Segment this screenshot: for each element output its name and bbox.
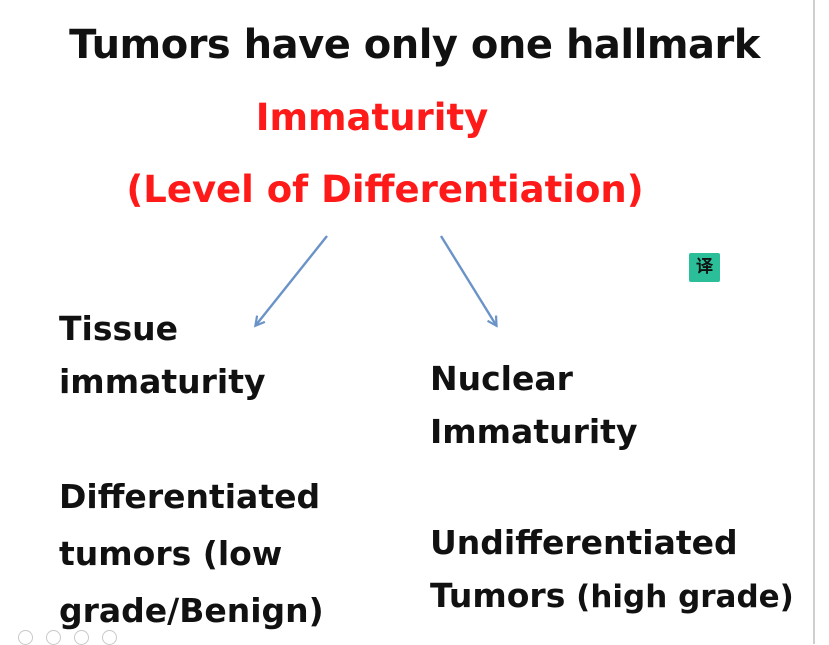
- arrow-down-left-icon: [256, 235, 328, 325]
- slide-toolbar: [0, 626, 160, 645]
- slide-edge-divider: [813, 0, 815, 644]
- nuclear-immaturity-heading: Nuclear Immaturity: [430, 359, 638, 451]
- translate-button[interactable]: 译: [689, 253, 720, 282]
- undifferentiated-tumors-text: Undifferentiated Tumors (high grade): [430, 523, 794, 615]
- tissue-immaturity-heading: Tissue immaturity: [59, 309, 266, 401]
- pen-icon[interactable]: [18, 630, 33, 645]
- more-icon[interactable]: [102, 630, 117, 645]
- arrow-down-right-icon: [439, 235, 496, 325]
- subtitle-immaturity: Immaturity: [255, 96, 489, 139]
- subtitle-level-of-differentiation: (Level of Differentiation): [126, 168, 644, 211]
- search-icon[interactable]: [74, 630, 89, 645]
- differentiated-tumors-text: Differentiated tumors (low grade/Benign): [59, 477, 324, 630]
- slide-title: Tumors have only one hallmark: [69, 22, 760, 68]
- highlighter-icon[interactable]: [46, 630, 61, 645]
